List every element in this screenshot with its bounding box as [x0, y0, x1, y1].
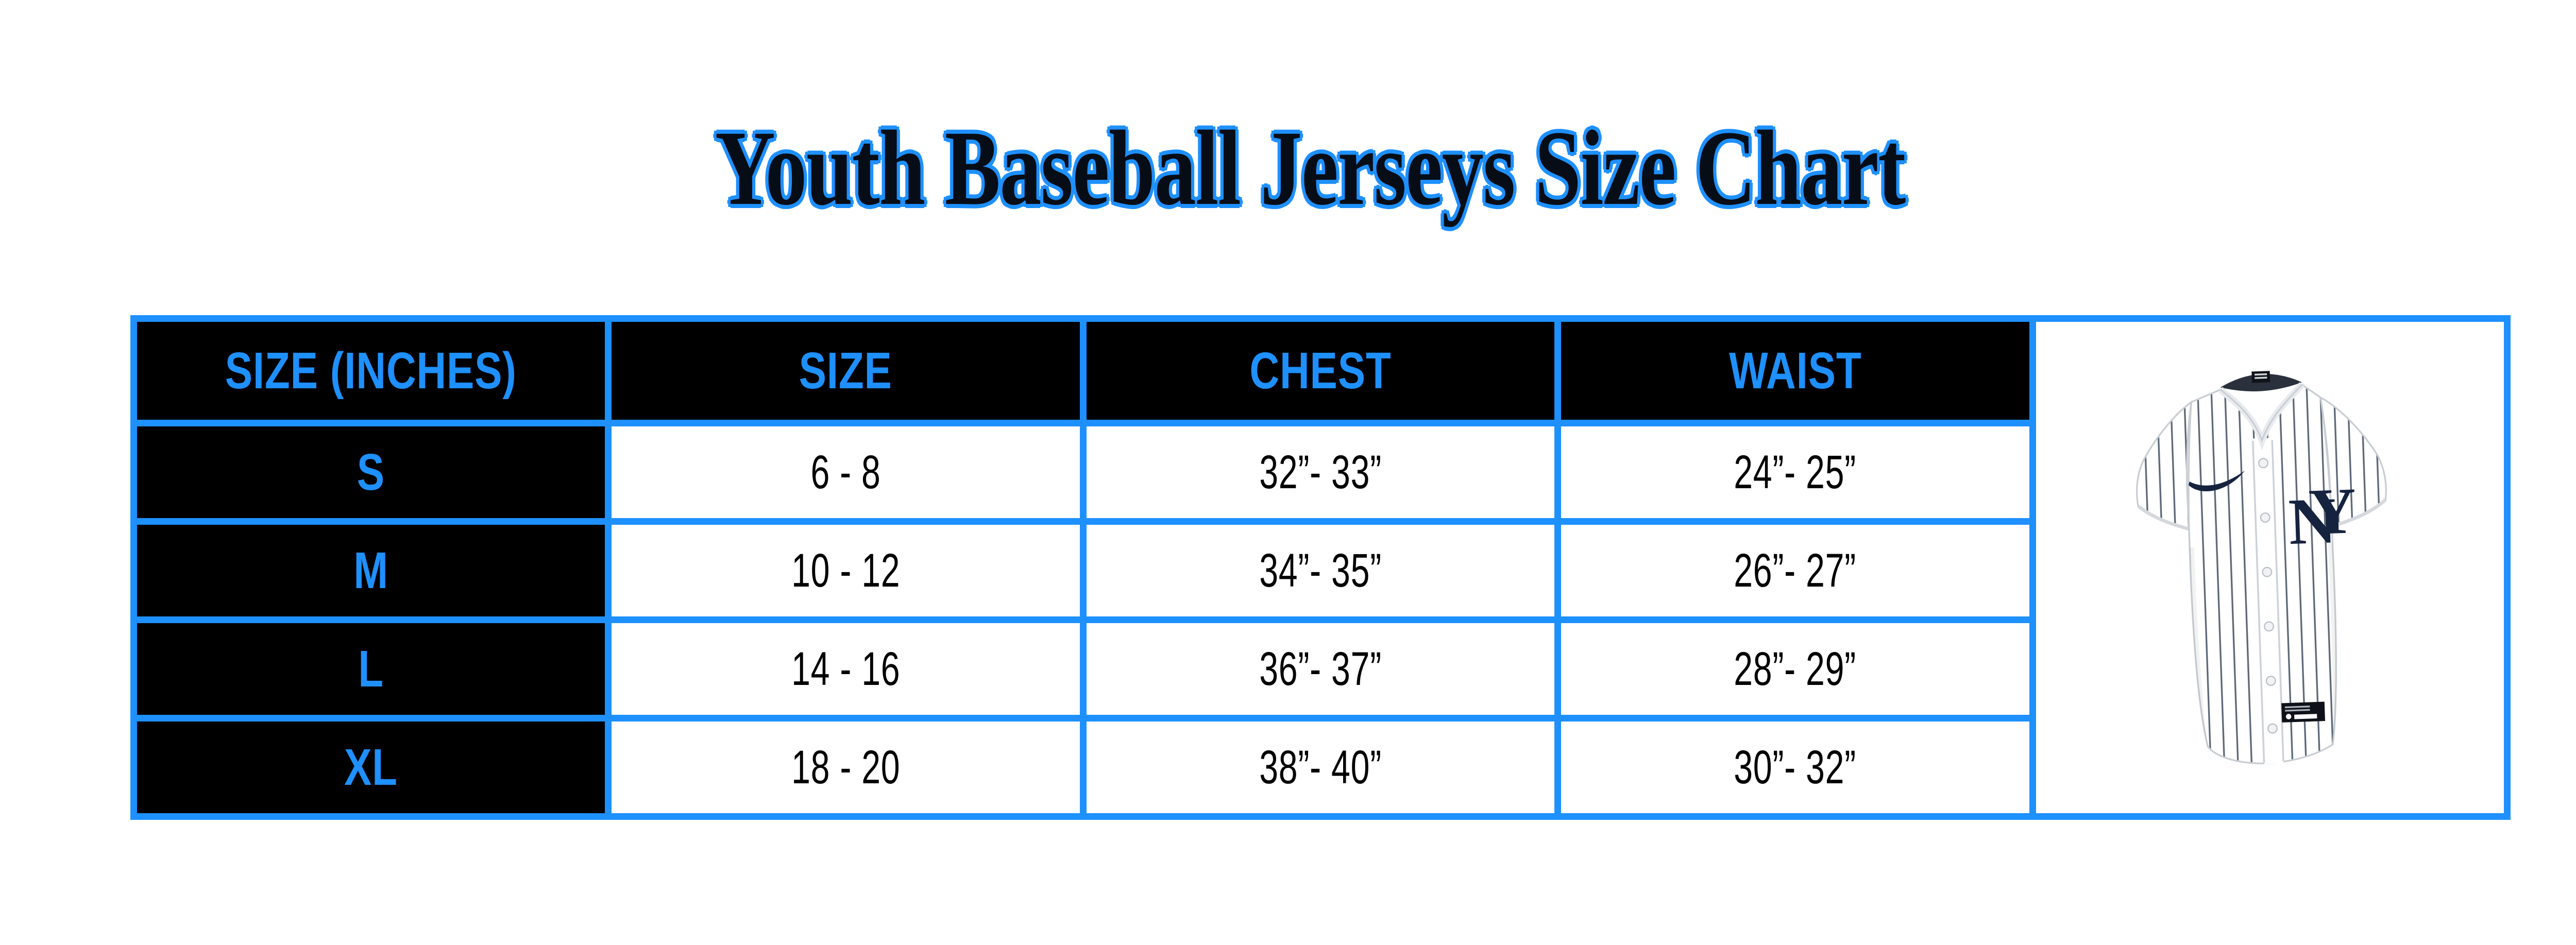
header-chest: CHEST [1086, 322, 1555, 420]
row-l-label: L [137, 623, 605, 715]
header-size-inches: SIZE (INCHES) [137, 322, 605, 420]
nike-swoosh-icon [2189, 471, 2245, 492]
yankees-ny-logo: N Y [2287, 474, 2358, 558]
row-xl-size: 18 - 20 [612, 721, 1080, 813]
jersey-back-collar [2220, 374, 2302, 392]
svg-text:Y: Y [2308, 474, 2358, 548]
jersey-buttons [2258, 458, 2278, 734]
row-m-waist: 26”- 27” [1561, 525, 2029, 616]
header-waist: WAIST [1561, 322, 2029, 420]
row-s-size: 6 - 8 [612, 426, 1080, 518]
row-xl-label: XL [137, 721, 605, 813]
jock-tag [2281, 701, 2326, 723]
row-l-chest: 36”- 37” [1086, 623, 1555, 715]
row-xl-chest: 38”- 40” [1086, 721, 1555, 813]
row-s-chest: 32”- 33” [1086, 426, 1555, 518]
row-m-size: 10 - 12 [612, 525, 1080, 616]
header-size: SIZE [612, 322, 1080, 420]
size-chart-table: N Y SIZE (INCHES) SIZE CHEST WAIST [130, 315, 2511, 820]
row-s-label: S [137, 426, 605, 518]
row-s-waist: 24”- 25” [1561, 426, 2029, 518]
row-l-waist: 28”- 29” [1561, 623, 2029, 715]
jersey-image-cell: N Y [2036, 322, 2504, 813]
jersey-image: N Y [2133, 371, 2388, 767]
page-title: Youth Baseball Jerseys Size Chart [0, 109, 2576, 227]
row-xl-waist: 30”- 32” [1561, 721, 2029, 813]
row-l-size: 14 - 16 [612, 623, 1080, 715]
page-title-text: Youth Baseball Jerseys Size Chart [715, 109, 1906, 227]
collar-size-tag [2251, 371, 2270, 383]
row-m-label: M [137, 525, 605, 616]
row-m-chest: 34”- 35” [1086, 525, 1555, 616]
svg-text:N: N [2287, 484, 2337, 558]
